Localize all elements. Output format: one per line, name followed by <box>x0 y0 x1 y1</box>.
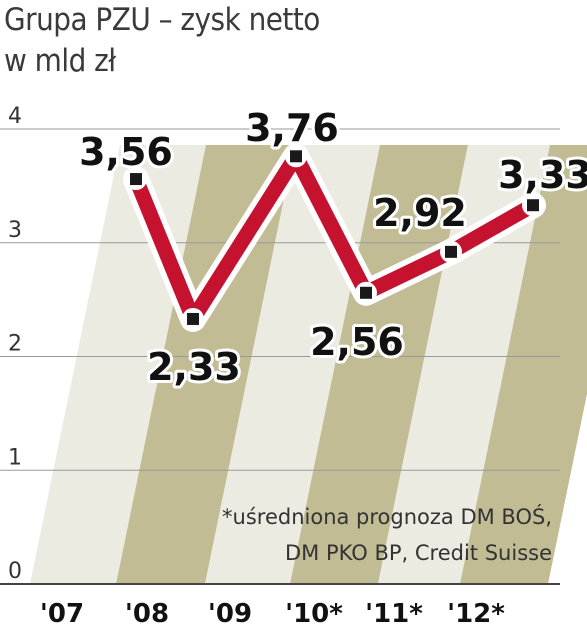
footnote-line-1: *uśredniona prognoza DM BOŚ, <box>222 504 552 529</box>
x-tick-label: '07 <box>40 599 84 629</box>
x-axis-ticks: '07 '08 '09 '10* '11* '12* <box>40 599 505 629</box>
data-point <box>445 245 457 258</box>
x-tick-label: '09 <box>208 599 252 629</box>
column-band <box>378 145 550 584</box>
data-point <box>187 312 199 325</box>
data-labels: 3,56 2,33 3,76 2,56 2,92 3,33 <box>76 103 587 392</box>
data-label: 2,33 <box>147 345 241 389</box>
chart-title: Grupa PZU – zysk netto w mld zł <box>4 0 320 82</box>
data-label: 3,33 <box>498 153 587 197</box>
data-label: 2,92 <box>373 191 467 235</box>
y-tick-label: 3 <box>8 218 22 243</box>
x-tick-label: '11* <box>365 599 423 629</box>
data-label: 3,76 <box>245 106 339 150</box>
data-label: 2,56 <box>310 320 404 364</box>
series-line-path <box>128 148 541 327</box>
y-tick-label: 4 <box>8 104 22 129</box>
data-point <box>130 173 142 186</box>
footnote-line-2: DM PKO BP, Credit Suisse <box>285 541 552 565</box>
x-tick-label: '12* <box>447 599 505 629</box>
x-tick-label: '08 <box>125 599 169 629</box>
y-tick-label: 0 <box>8 559 22 584</box>
y-axis-ticks: 0 1 2 3 4 <box>8 104 22 584</box>
y-tick-label: 1 <box>8 445 22 470</box>
title-line-2: w mld zł <box>4 43 116 79</box>
title-line-1: Grupa PZU – zysk netto <box>4 2 320 38</box>
data-point <box>360 286 372 299</box>
data-markers <box>125 145 544 330</box>
series-line <box>123 143 546 332</box>
x-tick-label: '10* <box>285 599 343 629</box>
y-tick-label: 2 <box>8 332 22 357</box>
data-label: 3,56 <box>79 130 173 174</box>
column-band <box>116 145 295 584</box>
data-point <box>527 199 539 212</box>
data-point <box>290 150 302 163</box>
column-band <box>460 145 587 584</box>
